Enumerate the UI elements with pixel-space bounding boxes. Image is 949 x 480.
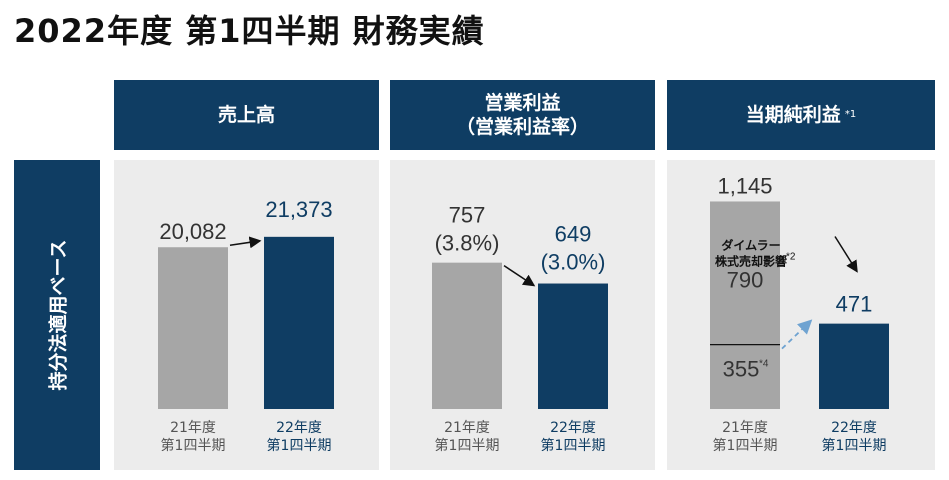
bar-22q1 — [264, 236, 334, 409]
panel-operating-income: 757 (3.8%) 649 (3.0%) 21年度 第1四半期 22年度 第1四半期 — [390, 160, 655, 470]
annotation-share-sale: 株式売却影響 — [715, 253, 787, 268]
margin-label-21q1: (3.8%) — [435, 231, 500, 256]
value-label-22q1: 21,373 — [265, 197, 332, 222]
panel-net-income: 1,145 ダイムラー 株式売却影響 *2 790 355 *4 471 21年度 第1四半期 22… — [667, 160, 935, 470]
category-label-year: 21年度 — [722, 420, 768, 436]
header-revenue-label: 売上高 — [217, 104, 275, 126]
category-label-quarter: 第1四半期 — [822, 437, 887, 454]
value-label-21q1: 757 — [449, 203, 486, 228]
footnote-marker-4: *4 — [759, 359, 769, 370]
bar-21q1 — [158, 247, 228, 409]
side-label: 持分法適用ベース — [47, 239, 70, 391]
header-operating-margin-label: （営業利益率） — [455, 116, 589, 138]
annotation-daimler: ダイムラー — [721, 237, 780, 252]
bar-22q1 — [538, 283, 608, 409]
change-arrow-dashed — [781, 319, 813, 350]
header-operating-income-label: 営業利益 — [484, 92, 561, 114]
category-label-quarter: 第1四半期 — [541, 437, 606, 454]
bar-21q1 — [432, 262, 502, 409]
change-arrow — [503, 265, 536, 287]
bar-21q1 — [710, 201, 780, 409]
page-title: 2022年度 第1四半期 財務実績 — [14, 12, 485, 50]
header-net-income: 当期純利益 *1 — [667, 80, 935, 150]
value-label-22q1: 471 — [836, 292, 873, 317]
category-label-year: 22年度 — [276, 420, 322, 436]
value-label-21q1: 1,145 — [717, 173, 772, 198]
margin-label-22q1: (3.0%) — [541, 250, 606, 275]
footnote-marker-2: *2 — [786, 251, 796, 262]
bar-22q1 — [819, 323, 889, 409]
value-label-21q1: 20,082 — [159, 219, 226, 244]
header-operating-income: 営業利益 （営業利益率） — [390, 80, 655, 150]
header-revenue: 売上高 — [114, 80, 379, 150]
panel-revenue: 20,082 21,373 21年度 第1四半期 22年度 第1四半期 — [114, 160, 379, 470]
category-label-quarter: 第1四半期 — [161, 437, 226, 454]
category-label-year: 21年度 — [170, 420, 216, 436]
header-net-income-label: 当期純利益 — [745, 104, 841, 126]
category-label-quarter: 第1四半期 — [267, 437, 332, 454]
category-label-year: 22年度 — [550, 420, 596, 436]
category-label-quarter: 第1四半期 — [713, 437, 778, 454]
category-label-quarter: 第1四半期 — [435, 437, 500, 454]
category-label-year: 22年度 — [831, 420, 877, 436]
header-net-income-note: *1 — [844, 109, 857, 120]
category-label-year: 21年度 — [444, 420, 490, 436]
side-label-box: 持分法適用ベース — [14, 160, 100, 470]
segment-label-lower: 355 — [723, 357, 760, 382]
segment-label-upper: 790 — [727, 267, 764, 292]
decline-arrow — [834, 236, 858, 273]
value-label-22q1: 649 — [555, 222, 592, 247]
change-arrow — [229, 236, 262, 249]
